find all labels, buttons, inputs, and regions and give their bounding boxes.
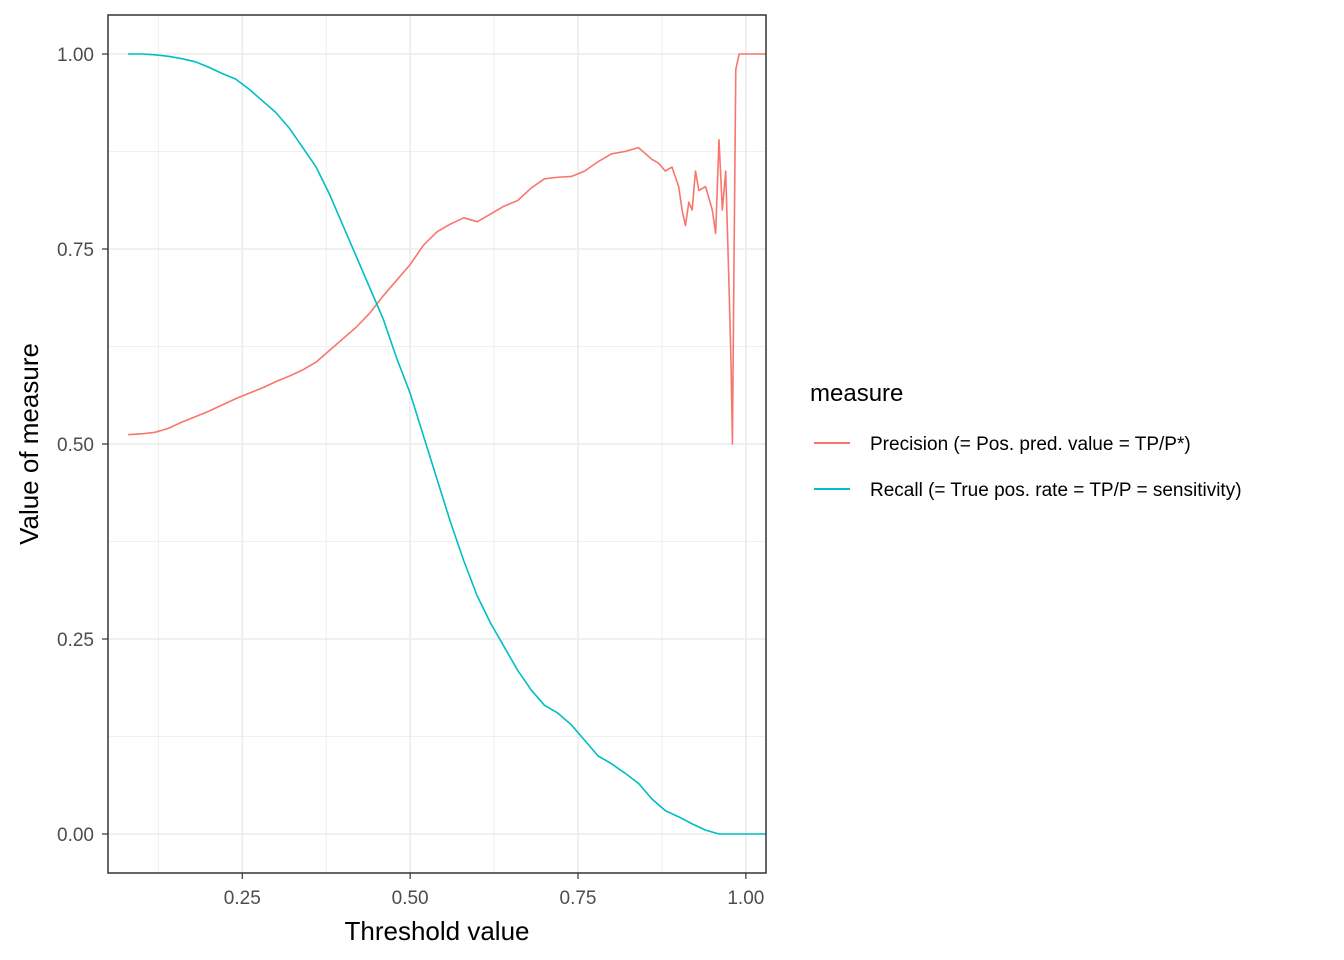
x-tick-label: 0.50 xyxy=(392,888,429,909)
x-tick-label: 0.25 xyxy=(224,888,261,909)
legend-title: measure xyxy=(810,380,903,407)
y-axis: 0.00 0.25 0.50 0.75 1.00 xyxy=(57,45,108,846)
y-tick-label: 0.25 xyxy=(57,630,94,651)
series-layer xyxy=(128,53,766,835)
y-axis-title: Value of measure xyxy=(14,343,44,545)
legend-label-recall: Recall (= True pos. rate = TP/P = sensit… xyxy=(870,480,1242,501)
major-gridlines xyxy=(108,15,766,873)
y-tick-label: 1.00 xyxy=(57,45,94,66)
y-tick-label: 0.00 xyxy=(57,825,94,846)
x-tick-label: 0.75 xyxy=(560,888,597,909)
precision-line xyxy=(128,53,766,445)
legend: measure Precision (= Pos. pred. value = … xyxy=(810,380,1242,501)
y-tick-label: 0.75 xyxy=(57,240,94,261)
y-tick-label: 0.50 xyxy=(57,435,94,456)
recall-line xyxy=(128,53,766,835)
x-axis: 0.25 0.50 0.75 1.00 xyxy=(224,873,764,909)
x-axis-title: Threshold value xyxy=(345,916,530,946)
x-tick-label: 1.00 xyxy=(727,888,764,909)
legend-label-precision: Precision (= Pos. pred. value = TP/P*) xyxy=(870,434,1191,455)
